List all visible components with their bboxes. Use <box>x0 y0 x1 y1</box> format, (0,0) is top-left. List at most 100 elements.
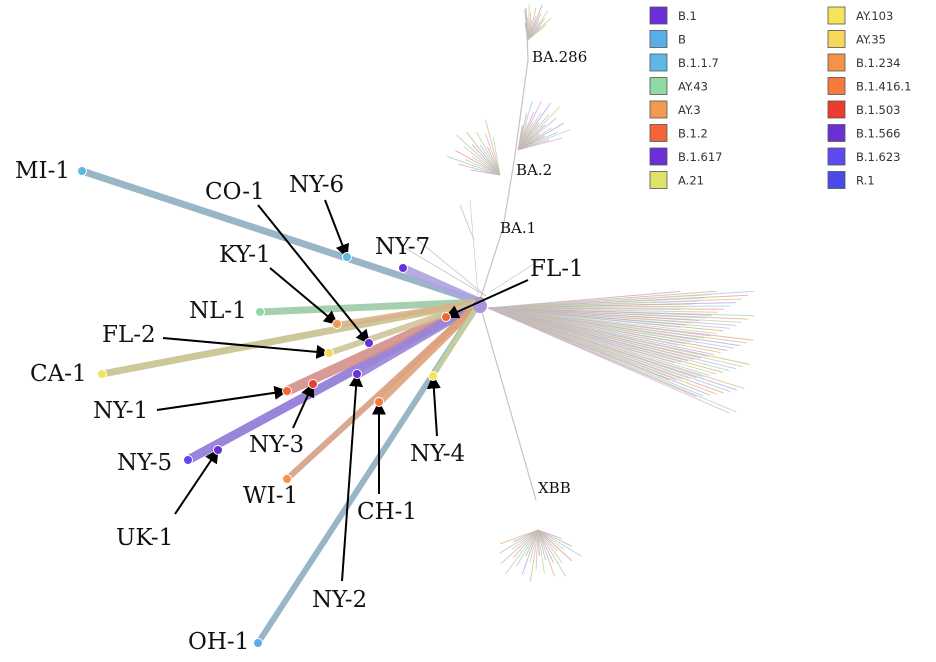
clade-burst-branch <box>525 529 539 557</box>
label-arrow <box>162 337 331 359</box>
sample-label: CO-1 <box>205 179 265 205</box>
label-arrow <box>174 448 219 515</box>
label-arrow <box>257 204 370 345</box>
label-arrow <box>341 372 364 582</box>
legend-label: B.1.234 <box>856 56 900 70</box>
legend-swatch <box>649 124 668 142</box>
clade-burst-branch <box>537 529 573 562</box>
clade-burst-branch <box>485 119 501 176</box>
clade-burst-branch <box>476 131 501 176</box>
clade-label-xbb: XBB <box>538 479 571 497</box>
sample-point <box>441 312 451 322</box>
clade-burst-branch <box>471 144 501 176</box>
legend-swatch <box>827 53 846 72</box>
legend-label: AY.103 <box>856 9 893 23</box>
sample-point <box>282 386 292 396</box>
legend-swatch <box>827 171 846 189</box>
clade-burst-branch <box>455 150 501 176</box>
sample-branches <box>78 167 487 646</box>
sample-point <box>332 319 342 329</box>
sample-point <box>97 369 107 379</box>
legend-label: B.1.416.1 <box>856 80 911 94</box>
legend-label: AY.43 <box>678 80 708 94</box>
clade-burst-branch <box>463 146 501 176</box>
sample-point <box>308 379 318 389</box>
sample-branch <box>375 298 484 406</box>
clade-burst-branch <box>465 159 501 176</box>
sample-label: NY-5 <box>117 450 172 476</box>
sample-branch <box>399 264 484 306</box>
sample-label: NY-1 <box>93 398 148 424</box>
sample-label: NY-4 <box>410 441 465 467</box>
fan-branch <box>487 307 730 414</box>
clade-burst-branch <box>517 102 551 151</box>
legend-swatch <box>649 100 668 119</box>
clade-burst-branch <box>537 529 563 564</box>
legend-swatch <box>649 6 668 25</box>
legend-swatch <box>649 53 668 72</box>
clade-burst-branch <box>499 529 539 554</box>
legend-label: B.1.503 <box>856 103 900 117</box>
clade-burst-branch <box>521 529 539 575</box>
clade-burst-branch <box>516 529 539 567</box>
clade-burst-branch <box>458 163 501 176</box>
clade-burst-branch <box>537 529 582 557</box>
clade-burst-branch <box>537 529 554 563</box>
legend-label: B.1 <box>678 9 697 23</box>
clade-burst-branch <box>537 529 546 561</box>
clade-burst-branch <box>492 136 501 176</box>
right-fan-branches <box>487 290 755 414</box>
trunk-branch <box>404 247 487 297</box>
sample-label: FL-1 <box>530 256 584 282</box>
legend-swatch <box>827 77 846 95</box>
clade-burst-branch <box>517 129 571 151</box>
sample-point <box>213 445 223 455</box>
label-arrow <box>324 199 349 259</box>
sample-label: WI-1 <box>243 483 298 509</box>
sample-label: UK-1 <box>116 525 173 551</box>
clade-burst-branch <box>456 134 501 176</box>
legend-label: B.1.2 <box>678 127 708 141</box>
sample-label: KY-1 <box>219 242 271 268</box>
legend-label: AY.35 <box>856 33 886 47</box>
clade-burst-branch <box>535 529 539 569</box>
sample-point <box>428 371 438 381</box>
sample-label: NY-7 <box>375 234 430 260</box>
clade-burst-branch <box>537 529 573 547</box>
sample-branch <box>430 299 483 379</box>
legend-swatch <box>827 147 846 166</box>
legend-label: B.1.617 <box>678 150 722 164</box>
sample-point <box>183 455 193 465</box>
trunk-branch <box>513 59 529 163</box>
trunk-branch <box>502 161 515 229</box>
clade-burst-branch <box>466 132 501 176</box>
sample-label: CA-1 <box>30 361 87 387</box>
sample-label: NY-6 <box>289 172 344 198</box>
sample-point <box>255 307 265 317</box>
label-arrows <box>156 199 529 582</box>
legend-swatch <box>827 30 846 48</box>
clade-burst-branch <box>529 529 539 582</box>
clade-burst-branch <box>485 133 501 176</box>
sample-labels: MI-1 NY-6 NY-7 CO-1 KY-1 NL-1 FL-1 FL-2 CA-1NY-1… <box>15 158 584 655</box>
sample-point <box>77 166 87 176</box>
clade-burst-branch <box>512 529 539 550</box>
omicron-branches <box>404 4 582 582</box>
label-arrow <box>269 267 339 325</box>
trunk-branch <box>489 259 541 293</box>
clade-burst-branch <box>504 529 539 575</box>
clade-label-ba-1: BA.1 <box>500 219 536 237</box>
legend-swatch <box>649 30 668 48</box>
clade-burst-branch <box>529 529 539 564</box>
label-arrow <box>156 385 289 411</box>
clade-burst-branch <box>479 144 501 176</box>
label-arrow <box>444 279 529 319</box>
clade-burst-branch <box>517 122 564 151</box>
sample-point <box>398 263 408 273</box>
clade-burst-branch <box>447 156 501 176</box>
legend-swatch <box>827 124 846 142</box>
trunk-branch <box>414 237 487 297</box>
legend-swatch <box>649 77 668 95</box>
sample-point <box>374 397 384 407</box>
